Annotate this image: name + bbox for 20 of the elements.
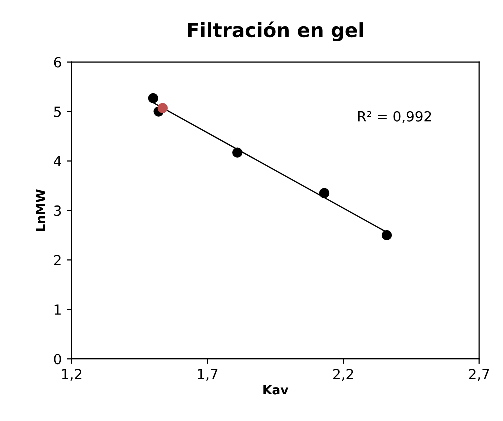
y-tick-label: 4	[54, 156, 62, 167]
y-tick-label: 1	[54, 304, 61, 315]
point	[319, 188, 330, 198]
point	[232, 148, 243, 158]
x-axis-title: Kav	[264, 385, 289, 395]
x-tick-label: 1,7	[198, 369, 218, 382]
x-tick-label: 2,2	[334, 369, 354, 382]
point	[382, 230, 392, 241]
chart-title: Filtración en gel	[188, 22, 364, 42]
y-tick-label: 5	[54, 106, 61, 118]
annotation: R² = 0,992	[358, 111, 432, 124]
y-tick-label: 3	[54, 206, 62, 216]
point	[158, 103, 168, 114]
y-axis-title: LnMW	[36, 190, 46, 232]
x-tick-label: 2,7	[469, 369, 490, 382]
x-tick-label: 1,2	[62, 369, 82, 382]
y-tick-label: 0	[54, 354, 62, 365]
y-tick-label: 6	[54, 57, 62, 68]
y-tick-label: 2	[54, 255, 61, 266]
point	[148, 93, 158, 104]
